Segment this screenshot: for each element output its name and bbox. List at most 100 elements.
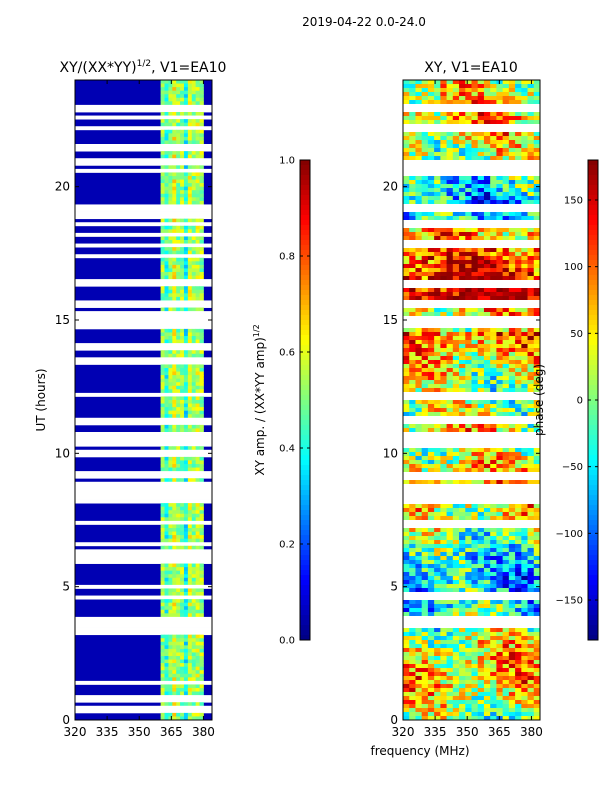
heatmap-cell [465, 552, 472, 557]
colorbar2-gradient-step [588, 245, 598, 251]
heatmap-cell [527, 672, 535, 677]
heatmap-cell [195, 240, 200, 244]
heatmap-cell [415, 532, 423, 537]
heatmap-cell [483, 600, 491, 605]
heatmap-cell [521, 84, 528, 89]
heatmap-cell [409, 256, 416, 261]
heatmap-cell [459, 100, 466, 105]
heatmap-cell [496, 532, 504, 537]
heatmap-cell [409, 504, 416, 509]
heatmap-cell [434, 612, 441, 617]
heatmap-cell [164, 524, 169, 529]
heatmap-cell [172, 353, 177, 358]
heatmap-cell [471, 192, 479, 197]
heatmap-cell [180, 716, 185, 721]
heatmap-cell [172, 293, 177, 298]
heatmap-cell [515, 84, 522, 89]
heatmap-cell [160, 190, 165, 195]
heatmap-cell [415, 600, 423, 605]
heatmap-cell [502, 688, 510, 693]
colorbar-amplitude: 0.00.20.40.60.81.0 XY amp. / (XX*YY amp)… [252, 156, 311, 647]
heatmap-cell [199, 94, 204, 99]
panel1-axes-frame [74, 79, 213, 721]
heatmap-cell [160, 414, 165, 419]
heatmap-cell [168, 446, 173, 451]
heatmap-cell [415, 360, 423, 365]
heatmap-cell [403, 512, 410, 517]
heatmap-cell [187, 179, 193, 184]
heatmap-cell [465, 352, 472, 357]
heatmap-cell [187, 190, 193, 195]
heatmap-cell [160, 154, 165, 159]
heatmap-cell [465, 408, 472, 413]
heatmap-cell [415, 668, 423, 673]
heatmap-cell [176, 268, 181, 273]
heatmap-cell [191, 385, 197, 390]
heatmap-cell [521, 588, 528, 593]
heatmap-cell [459, 276, 466, 281]
heatmap-cell [180, 602, 185, 607]
heatmap-cell [508, 660, 516, 665]
heatmap-cell [176, 613, 181, 618]
heatmap-cell [427, 548, 435, 553]
heatmap-cell [496, 132, 504, 137]
heatmap-cell [508, 640, 516, 645]
heatmap-cell [415, 656, 423, 661]
heatmap-cell [180, 247, 185, 252]
heatmap-cell [440, 340, 447, 345]
heatmap-cell [183, 599, 189, 604]
heatmap-cell [521, 236, 528, 241]
heatmap-cell [434, 116, 441, 121]
heatmap-cell [164, 364, 169, 369]
heatmap-cell [176, 602, 181, 607]
heatmap-cell [521, 672, 528, 677]
heatmap-cell [502, 460, 510, 465]
heatmap-cell [415, 580, 423, 585]
heatmap-cell [465, 248, 472, 253]
heatmap-cell [483, 112, 491, 117]
heatmap-cell [176, 652, 181, 657]
heatmap-cell [465, 712, 472, 717]
heatmap-cell [508, 276, 516, 281]
heatmap-cell [164, 460, 169, 465]
heatmap-cell [508, 216, 516, 221]
heatmap-cell [421, 684, 429, 689]
heatmap-cell [403, 480, 410, 485]
heatmap-cell [421, 116, 429, 121]
heatmap-cell [427, 556, 435, 561]
heatmap-cell [172, 112, 177, 116]
heatmap-cell [502, 356, 510, 361]
heatmap-cell [421, 712, 429, 717]
heatmap-cell [452, 252, 460, 257]
heatmap-cell [187, 268, 193, 273]
heatmap-cell [415, 548, 423, 553]
heatmap-cell [180, 648, 185, 653]
colorbar2-gradient-step [588, 275, 598, 281]
heatmap-cell [459, 572, 466, 577]
heatmap-cell [452, 356, 460, 361]
heatmap-cell [409, 384, 416, 389]
heatmap-cell [515, 308, 522, 313]
heatmap-cell [421, 228, 429, 233]
heatmap-cell [459, 408, 466, 413]
heatmap-cell [160, 531, 165, 536]
heatmap-cell [160, 567, 165, 572]
heatmap-cell [187, 513, 193, 518]
heatmap-cell [168, 275, 173, 280]
heatmap-cell [403, 268, 410, 273]
heatmap-cell [508, 692, 516, 697]
heatmap-cell [180, 80, 185, 84]
heatmap-cell [515, 504, 522, 509]
heatmap-cell [440, 372, 447, 377]
heatmap-cell [446, 356, 454, 361]
heatmap-cell [490, 668, 497, 673]
heatmap-cell [183, 307, 189, 312]
heatmap-cell [483, 312, 491, 317]
heatmap-cell [421, 248, 429, 253]
heatmap-cell [527, 336, 535, 341]
heatmap-cell [465, 364, 472, 369]
heatmap-cell [465, 572, 472, 577]
heatmap-cell [168, 225, 173, 230]
heatmap-cell [471, 308, 479, 313]
heatmap-cell [459, 512, 466, 517]
